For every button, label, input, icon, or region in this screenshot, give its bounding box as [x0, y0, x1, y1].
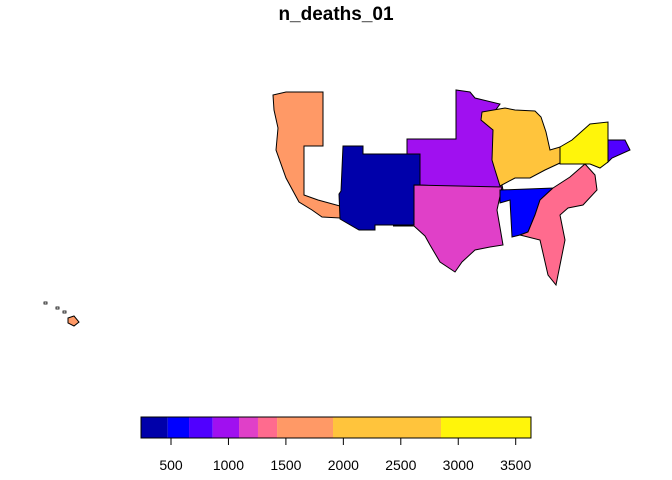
map-region [338, 145, 421, 231]
map-region [272, 91, 341, 219]
map-title: n_deaths_01 [278, 4, 394, 25]
map-region-island [43, 301, 48, 305]
map-region [518, 163, 598, 287]
legend-border [140, 416, 532, 439]
map-region [67, 315, 80, 327]
legend-swatch [167, 417, 190, 438]
map-region [607, 139, 631, 164]
legend-tick-label: 500 [159, 457, 183, 473]
legend-tick-label: 2500 [385, 457, 416, 473]
legend-tick-label: 3000 [443, 457, 474, 473]
legend-swatch [333, 417, 442, 438]
legend-swatch [239, 417, 258, 438]
map-region [392, 184, 504, 273]
map-region-island [55, 306, 60, 310]
map-region [480, 107, 561, 187]
legend-tick-label: 1500 [270, 457, 301, 473]
map-region-island [62, 310, 67, 314]
legend-swatch [141, 417, 168, 438]
legend-swatch [257, 417, 278, 438]
legend-tick-label: 3500 [500, 457, 531, 473]
map-region [559, 121, 609, 169]
legend-swatch [277, 417, 334, 438]
map-region [406, 89, 504, 191]
legend-swatch [189, 417, 213, 438]
legend-swatch [441, 417, 531, 438]
legend-tick-label: 1000 [213, 457, 244, 473]
legend-tick-label: 2000 [328, 457, 359, 473]
legend-swatch [212, 417, 240, 438]
